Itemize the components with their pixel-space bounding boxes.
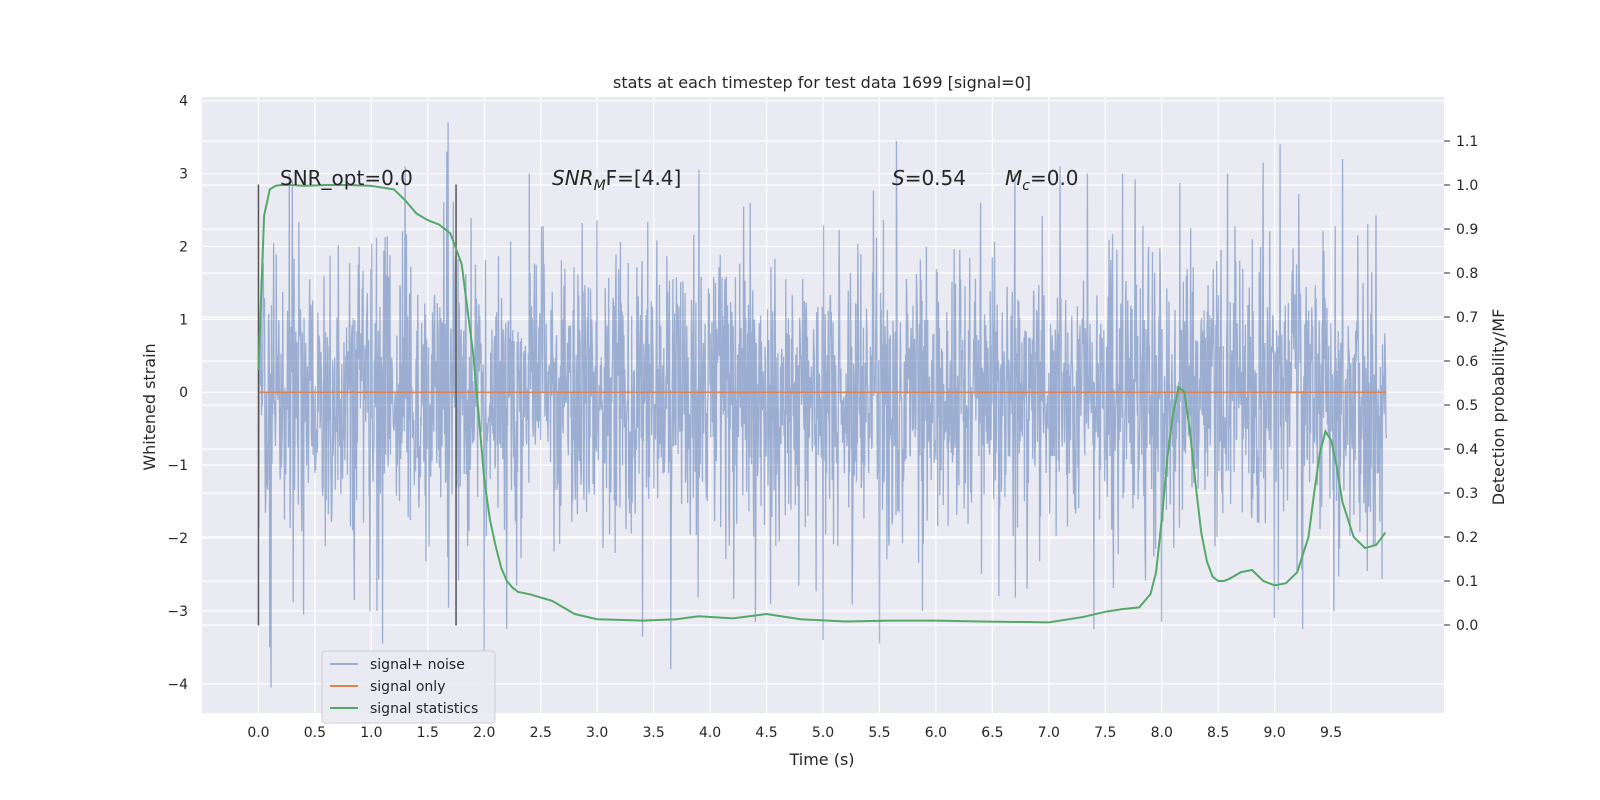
x-tick-label-10: 5.0	[812, 725, 834, 741]
y-left-tick-label-6: −2	[167, 531, 188, 547]
annotation-snr-mf-rest: F=[4.4]	[606, 166, 682, 190]
x-tick-label-19: 9.5	[1320, 725, 1342, 741]
y-right-tick-label-2: 0.9	[1456, 222, 1478, 238]
y-right-axis-label: Detection probability/MF	[1489, 309, 1508, 506]
x-tick-label-3: 1.5	[417, 725, 439, 741]
x-tick-label-9: 4.5	[755, 725, 777, 741]
annotation-mc-sub: c	[1022, 178, 1030, 194]
y-right-axis-ticks: 1.1 1.0 0.9 0.8 0.7 0.6 0.5 0.4 0.3 0.2 0.1 0.0	[1444, 134, 1478, 634]
annotation-mc-value: =0.0	[1030, 166, 1079, 190]
x-tick-label-18: 9.0	[1264, 725, 1286, 741]
annotation-snr-mf-base: SNR	[552, 166, 594, 190]
y-right-tick-label-10: 0.1	[1456, 574, 1478, 590]
chart-title: stats at each timestep for test data 169…	[613, 73, 1031, 92]
y-right-tick-label-1: 1.0	[1456, 178, 1478, 194]
y-right-tick-label-3: 0.8	[1456, 266, 1478, 282]
x-axis-label: Time (s)	[788, 750, 854, 769]
x-tick-label-4: 2.0	[473, 725, 495, 741]
x-tick-label-14: 7.0	[1038, 725, 1060, 741]
y-left-tick-label-7: −3	[167, 604, 188, 620]
x-tick-label-2: 1.0	[360, 725, 382, 741]
annotation-snr-opt: SNR_opt=0.0	[280, 166, 413, 190]
legend-label-signal-statistics: signal statistics	[370, 701, 478, 717]
x-tick-label-17: 8.5	[1207, 725, 1229, 741]
y-left-tick-label-2: 2	[179, 239, 188, 255]
x-tick-label-12: 6.0	[925, 725, 947, 741]
annotation-s-label: S	[892, 166, 905, 190]
x-tick-label-6: 3.0	[586, 725, 608, 741]
x-tick-label-7: 3.5	[643, 725, 665, 741]
y-right-tick-label-8: 0.3	[1456, 486, 1478, 502]
x-tick-label-8: 4.0	[699, 725, 721, 741]
y-right-tick-label-9: 0.2	[1456, 530, 1478, 546]
vertical-markers	[257, 184, 457, 626]
y-right-tick-label-11: 0.0	[1456, 618, 1478, 634]
series-signal-statistics	[257, 184, 1387, 624]
x-tick-label-15: 7.5	[1094, 725, 1116, 741]
y-right-tick-label-4: 0.7	[1456, 310, 1478, 326]
y-left-tick-label-3: 1	[179, 312, 188, 328]
x-axis-ticks: 0.0 0.5 1.0 1.5 2.0 2.5 3.0 3.5 4.0 4.5 5.0 5.5 6.0 6…	[247, 725, 1342, 741]
x-tick-label-13: 6.5	[981, 725, 1003, 741]
annotation-mc: Mc=0.0	[1005, 166, 1079, 194]
y-right-tick-label-7: 0.4	[1456, 442, 1478, 458]
y-left-tick-label-5: −1	[167, 458, 188, 474]
legend: signal+ noise signal only signal statist…	[321, 650, 496, 724]
y-left-tick-label-0: 4	[179, 94, 188, 110]
y-left-tick-label-4: 0	[179, 385, 188, 401]
annotation-snr-mf-sub: M	[594, 178, 606, 194]
x-tick-label-5: 2.5	[530, 725, 552, 741]
annotation-snr-mf: SNRMF=[4.4]	[552, 166, 681, 194]
y-left-tick-label-8: −4	[167, 677, 188, 693]
x-tick-label-0: 0.0	[247, 725, 269, 741]
legend-box	[321, 650, 496, 724]
legend-label-signal-only: signal only	[370, 679, 445, 695]
y-right-tick-label-5: 0.6	[1456, 354, 1478, 370]
y-left-tick-label-1: 3	[179, 167, 188, 183]
y-left-axis-ticks: 4 3 2 1 0 −1 −2 −3 −4	[167, 94, 188, 693]
annotation-mc-label: M	[1005, 166, 1022, 190]
x-tick-label-16: 8.0	[1151, 725, 1173, 741]
legend-label-signal-noise: signal+ noise	[370, 657, 465, 673]
annotation-s: S=0.54	[892, 166, 966, 190]
y-left-axis-label: Whitened strain	[140, 343, 159, 470]
x-tick-label-1: 0.5	[304, 725, 326, 741]
annotation-s-value: =0.54	[905, 166, 966, 190]
y-right-tick-label-6: 0.5	[1456, 398, 1478, 414]
y-right-tick-label-0: 1.1	[1456, 134, 1478, 150]
x-tick-label-11: 5.5	[868, 725, 890, 741]
